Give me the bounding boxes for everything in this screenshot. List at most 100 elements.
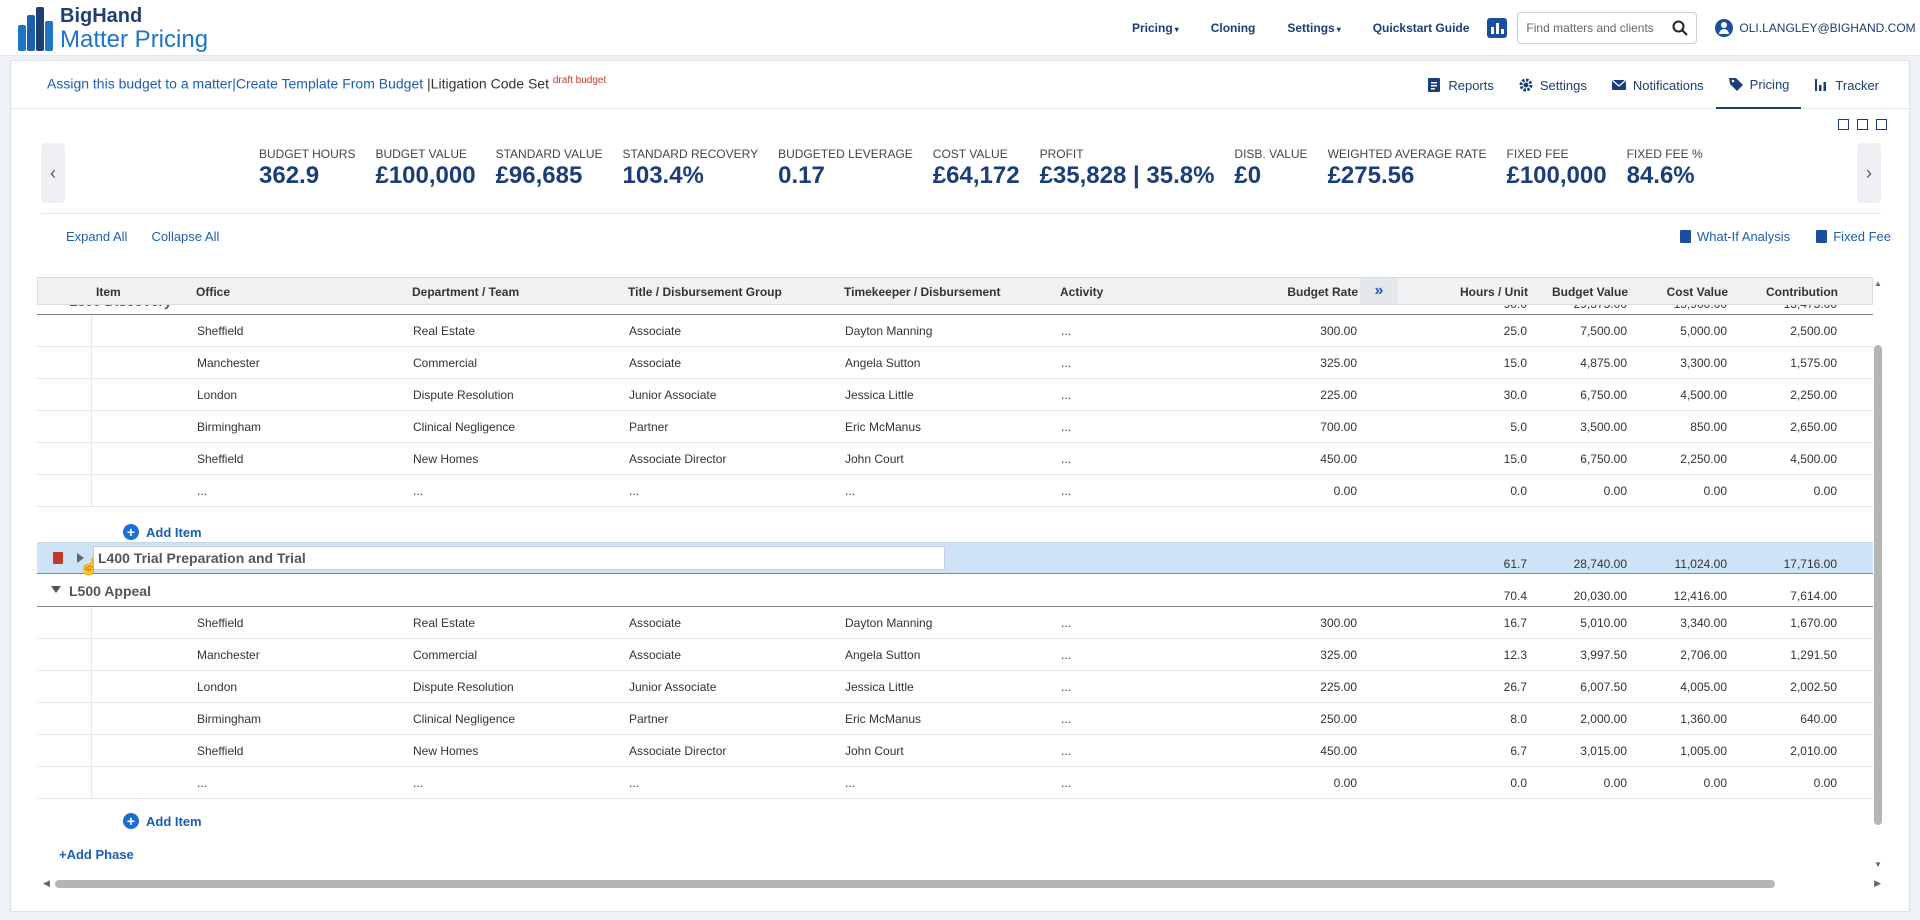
cell-office[interactable]: London bbox=[197, 680, 238, 694]
cell-tk[interactable]: ... bbox=[845, 776, 856, 790]
scroll-down-icon[interactable]: ▼ bbox=[1874, 860, 1882, 869]
cell-cost[interactable]: 1,360.00 bbox=[1680, 712, 1727, 726]
cell-cost[interactable]: 850.00 bbox=[1690, 420, 1727, 434]
table-row[interactable]: ............... 0.00 0.0 0.00 0.00 0.00 bbox=[37, 475, 1873, 507]
cell-tk[interactable]: John Court bbox=[845, 452, 904, 466]
cell-act[interactable]: ... bbox=[1061, 420, 1072, 434]
cell-title[interactable]: Partner bbox=[629, 420, 669, 434]
cell-dept[interactable]: Commercial bbox=[413, 648, 478, 662]
cell-act[interactable]: ... bbox=[1061, 744, 1072, 758]
tab-pricing[interactable]: Pricing bbox=[1715, 61, 1802, 109]
cell-hours[interactable]: 0.0 bbox=[1510, 484, 1527, 498]
cell-office[interactable]: Birmingham bbox=[197, 420, 262, 434]
cell-act[interactable]: ... bbox=[1061, 452, 1072, 466]
cell-act[interactable]: ... bbox=[1061, 712, 1072, 726]
cell-value[interactable]: 4,875.00 bbox=[1580, 356, 1627, 370]
cell-tk[interactable]: ... bbox=[845, 484, 856, 498]
what-if-analysis-button[interactable]: What-If Analysis bbox=[1679, 229, 1790, 244]
cell-dept[interactable]: New Homes bbox=[413, 452, 479, 466]
table-row[interactable]: London Dispute Resolution Junior Associate… bbox=[37, 379, 1873, 411]
cell-office[interactable]: Sheffield bbox=[197, 452, 244, 466]
cell-cost[interactable]: 3,340.00 bbox=[1680, 616, 1727, 630]
table-row[interactable]: Manchester Commercial Associate Angela Sutt… bbox=[37, 639, 1873, 671]
cell-value[interactable]: 2,000.00 bbox=[1580, 712, 1627, 726]
cell-tk[interactable]: Angela Sutton bbox=[845, 356, 921, 370]
cell-dept[interactable]: ... bbox=[413, 484, 424, 498]
cell-tk[interactable]: Dayton Manning bbox=[845, 616, 933, 630]
horizontal-scroll-thumb[interactable] bbox=[55, 880, 1775, 888]
cell-contrib[interactable]: 1,670.00 bbox=[1790, 616, 1837, 630]
cell-title[interactable]: Associate bbox=[629, 324, 682, 338]
add-phase-link[interactable]: +Add Phase bbox=[59, 847, 134, 862]
cell-value[interactable]: 6,750.00 bbox=[1580, 388, 1627, 402]
cell-tk[interactable]: John Court bbox=[845, 744, 904, 758]
table-row[interactable]: Birmingham Clinical Negligence Partner Eric… bbox=[37, 411, 1873, 443]
cell-contrib[interactable]: 0.00 bbox=[1813, 776, 1837, 790]
cell-hours[interactable]: 26.7 bbox=[1503, 680, 1527, 694]
phase-row-appeal[interactable]: L500 Appeal 70.4 20,030.00 12,416.00 7,6… bbox=[37, 575, 1873, 607]
cell-hours[interactable]: 25.0 bbox=[1503, 324, 1527, 338]
tab-reports[interactable]: Reports bbox=[1414, 61, 1506, 109]
cell-office[interactable]: Sheffield bbox=[197, 744, 244, 758]
table-row[interactable]: Sheffield Real Estate Associate Dayton Mann… bbox=[37, 315, 1873, 347]
nav-quickstart-guide[interactable]: Quickstart Guide bbox=[1372, 21, 1470, 35]
nav-settings[interactable]: Settings ▾ bbox=[1287, 21, 1341, 35]
scroll-up-icon[interactable]: ▲ bbox=[1874, 279, 1882, 288]
scroll-right-icon[interactable]: ▶ bbox=[1874, 878, 1881, 888]
cell-hours[interactable]: 6.7 bbox=[1510, 744, 1527, 758]
cell-office[interactable]: London bbox=[197, 388, 238, 402]
search-box[interactable] bbox=[1517, 12, 1698, 44]
scroll-left-icon[interactable]: ◀ bbox=[43, 878, 50, 888]
cell-tk[interactable]: Jessica Little bbox=[845, 680, 914, 694]
search-input[interactable] bbox=[1526, 21, 1667, 35]
cell-act[interactable]: ... bbox=[1061, 616, 1072, 630]
expand-all-link[interactable]: Expand All bbox=[66, 229, 128, 244]
metrics-prev-button[interactable]: ‹ bbox=[41, 143, 65, 203]
cell-contrib[interactable]: 640.00 bbox=[1800, 712, 1837, 726]
cell-office[interactable]: ... bbox=[197, 484, 208, 498]
cell-title[interactable]: Associate bbox=[629, 356, 682, 370]
phase-row-selected[interactable]: 61.7 28,740.00 11,024.00 17,716.00 ☝ bbox=[37, 542, 1873, 576]
cell-contrib[interactable]: 2,010.00 bbox=[1790, 744, 1837, 758]
cell-rate[interactable]: 300.00 bbox=[1320, 616, 1357, 630]
cell-rate[interactable]: 0.00 bbox=[1333, 776, 1357, 790]
cell-value[interactable]: 6,750.00 bbox=[1580, 452, 1627, 466]
search-icon[interactable] bbox=[1672, 20, 1689, 36]
cell-cost[interactable]: 5,000.00 bbox=[1680, 324, 1727, 338]
cell-rate[interactable]: 225.00 bbox=[1320, 680, 1357, 694]
cell-title[interactable]: Junior Associate bbox=[629, 680, 717, 694]
print-icon[interactable] bbox=[1838, 119, 1849, 130]
cell-act[interactable]: ... bbox=[1061, 648, 1072, 662]
cell-act[interactable]: ... bbox=[1061, 388, 1072, 402]
cell-office[interactable]: Birmingham bbox=[197, 712, 262, 726]
assign-budget-link[interactable]: Assign this budget to a matter bbox=[47, 75, 233, 92]
cell-title[interactable]: ... bbox=[629, 776, 640, 790]
cell-rate[interactable]: 700.00 bbox=[1320, 420, 1357, 434]
cell-dept[interactable]: New Homes bbox=[413, 744, 479, 758]
cell-hours[interactable]: 0.0 bbox=[1510, 776, 1527, 790]
cell-dept[interactable]: ... bbox=[413, 776, 424, 790]
cell-tk[interactable]: Dayton Manning bbox=[845, 324, 933, 338]
vertical-scroll-thumb[interactable] bbox=[1874, 345, 1882, 825]
cell-office[interactable]: Sheffield bbox=[197, 324, 244, 338]
cell-cost[interactable]: 4,500.00 bbox=[1680, 388, 1727, 402]
cell-value[interactable]: 0.00 bbox=[1603, 776, 1627, 790]
cell-contrib[interactable]: 1,291.50 bbox=[1790, 648, 1837, 662]
cell-tk[interactable]: Eric McManus bbox=[845, 712, 922, 726]
cell-contrib[interactable]: 2,500.00 bbox=[1790, 324, 1837, 338]
cell-cost[interactable]: 2,250.00 bbox=[1680, 452, 1727, 466]
analytics-chart-icon[interactable] bbox=[1487, 18, 1508, 38]
cell-act[interactable]: ... bbox=[1061, 324, 1072, 338]
cell-hours[interactable]: 16.7 bbox=[1503, 616, 1527, 630]
cell-contrib[interactable]: 2,250.00 bbox=[1790, 388, 1837, 402]
cell-dept[interactable]: Commercial bbox=[413, 356, 478, 370]
cell-hours[interactable]: 8.0 bbox=[1510, 712, 1527, 726]
cell-office[interactable]: Manchester bbox=[197, 356, 260, 370]
cell-office[interactable]: Manchester bbox=[197, 648, 260, 662]
cell-value[interactable]: 6,007.50 bbox=[1580, 680, 1627, 694]
cell-tk[interactable]: Eric McManus bbox=[845, 420, 922, 434]
cell-dept[interactable]: Real Estate bbox=[413, 324, 476, 338]
cell-office[interactable]: Sheffield bbox=[197, 616, 244, 630]
cell-rate[interactable]: 225.00 bbox=[1320, 388, 1357, 402]
vertical-scrollbar[interactable]: ▲ ▼ bbox=[1873, 277, 1883, 869]
